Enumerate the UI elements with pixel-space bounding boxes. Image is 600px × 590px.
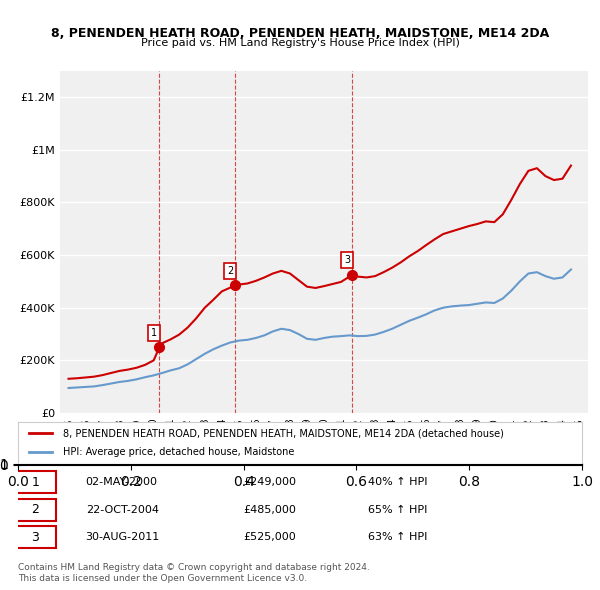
Text: 30-AUG-2011: 30-AUG-2011 [86, 532, 160, 542]
FancyBboxPatch shape [15, 499, 56, 521]
Text: 3: 3 [32, 531, 40, 544]
Text: Contains HM Land Registry data © Crown copyright and database right 2024.
This d: Contains HM Land Registry data © Crown c… [18, 563, 370, 583]
FancyBboxPatch shape [15, 471, 56, 493]
Text: £525,000: £525,000 [244, 532, 296, 542]
Text: £249,000: £249,000 [244, 477, 296, 487]
Text: 22-OCT-2004: 22-OCT-2004 [86, 505, 158, 515]
Text: 40% ↑ HPI: 40% ↑ HPI [368, 477, 427, 487]
Text: £485,000: £485,000 [244, 505, 296, 515]
Text: HPI: Average price, detached house, Maidstone: HPI: Average price, detached house, Maid… [63, 447, 295, 457]
Text: 8, PENENDEN HEATH ROAD, PENENDEN HEATH, MAIDSTONE, ME14 2DA (detached house): 8, PENENDEN HEATH ROAD, PENENDEN HEATH, … [63, 428, 504, 438]
FancyBboxPatch shape [15, 526, 56, 548]
Text: 02-MAY-2000: 02-MAY-2000 [86, 477, 158, 487]
Text: Price paid vs. HM Land Registry's House Price Index (HPI): Price paid vs. HM Land Registry's House … [140, 38, 460, 48]
Text: 2: 2 [227, 266, 233, 276]
Text: 3: 3 [344, 255, 350, 266]
Text: 1: 1 [32, 476, 40, 489]
Text: 1: 1 [151, 328, 157, 338]
Text: 2: 2 [32, 503, 40, 516]
Text: 65% ↑ HPI: 65% ↑ HPI [368, 505, 427, 515]
Text: 8, PENENDEN HEATH ROAD, PENENDEN HEATH, MAIDSTONE, ME14 2DA: 8, PENENDEN HEATH ROAD, PENENDEN HEATH, … [51, 27, 549, 40]
Text: 63% ↑ HPI: 63% ↑ HPI [368, 532, 427, 542]
